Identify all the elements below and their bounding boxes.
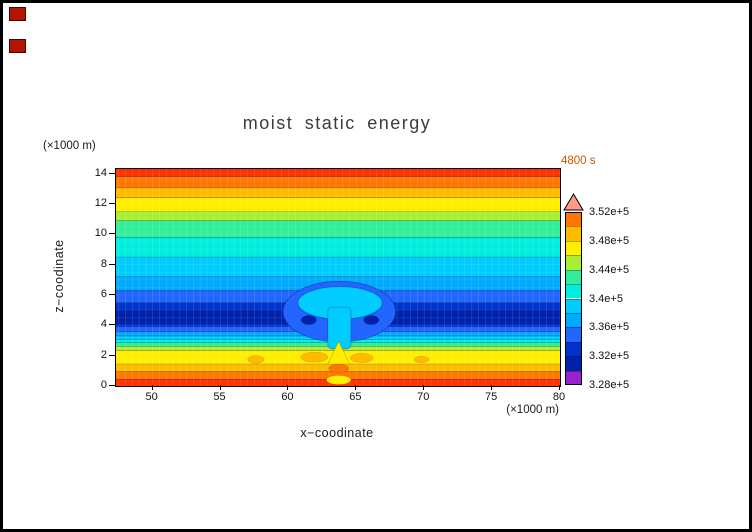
colorbar-segment — [565, 269, 582, 285]
corner-marker-bottom — [9, 39, 26, 53]
colorbar-segment — [565, 226, 582, 241]
colorbar-segment — [565, 240, 582, 256]
contour-band — [116, 169, 560, 177]
contour-band — [116, 197, 560, 212]
colorbar-segment — [565, 312, 582, 328]
colorbar-overflow-triangle — [563, 193, 584, 211]
colorbar-frame — [565, 212, 582, 385]
x-tick-label: 60 — [281, 391, 294, 403]
x-tick-label: 50 — [145, 391, 158, 403]
warm-blob — [413, 355, 430, 364]
colorbar-segment — [565, 255, 582, 270]
y-tick-mark — [109, 293, 115, 295]
x-tick-mark — [559, 385, 560, 390]
y-tick-label: 4 — [100, 318, 107, 331]
colorbar-label: 3.44e+5 — [589, 263, 630, 276]
plot-title: moist static energy — [242, 113, 432, 133]
contour-band — [116, 211, 560, 221]
x-axis-title: x−coodinate — [300, 426, 374, 440]
colorbar-segment — [565, 356, 582, 371]
y-tick-mark — [109, 354, 115, 356]
corner-marker-top — [9, 7, 26, 21]
y-tick-mark — [109, 233, 115, 235]
y-tick-mark — [109, 385, 115, 386]
warm-blob — [300, 351, 329, 363]
time-label: 4800 s — [561, 155, 596, 167]
x-tick-label: 65 — [349, 391, 362, 403]
x-tick-mark — [355, 385, 357, 390]
warm-blob — [326, 375, 352, 385]
colorbar-segment — [565, 284, 582, 299]
y-tick-label: 2 — [100, 348, 107, 361]
x-tick-label: 55 — [213, 391, 226, 403]
y-tick-label: 14 — [94, 166, 107, 179]
warm-blob — [328, 364, 350, 374]
x-tick-mark — [151, 385, 153, 390]
y-tick-mark — [109, 263, 115, 265]
contour-band — [116, 257, 560, 277]
colorbar-segment — [565, 327, 582, 342]
colorbar-label: 3.48e+5 — [589, 234, 630, 247]
contour-band — [116, 371, 560, 380]
y-tick-mark — [109, 324, 115, 326]
colorbar-label: 3.36e+5 — [589, 321, 630, 334]
y-axis-unit-label: (×1000 m) — [43, 140, 96, 152]
x-tick-mark — [287, 385, 289, 390]
colorbar-label: 3.4e+5 — [589, 292, 623, 305]
contour-band — [116, 176, 560, 188]
colorbar-label: 3.52e+5 — [589, 206, 630, 218]
y-tick-label: 10 — [94, 227, 107, 240]
y-tick-label: 8 — [100, 257, 107, 270]
y-axis-title: z−coodinate — [52, 239, 66, 313]
contour-plot-area — [115, 168, 561, 387]
contour-band — [116, 237, 560, 258]
vortex-spot — [363, 315, 380, 325]
surface-warm-spike — [327, 340, 351, 365]
contour-band — [116, 220, 560, 238]
contour-field-svg — [116, 169, 560, 386]
y-tick-label: 12 — [94, 196, 107, 209]
y-tick-mark — [109, 172, 115, 174]
warm-blob — [349, 353, 374, 363]
colorbar-label: 3.32e+5 — [589, 350, 630, 363]
colorbar-label: 3.28e+5 — [589, 379, 630, 391]
colorbar-segment — [565, 341, 582, 357]
warm-blob — [247, 355, 265, 364]
contour-band — [116, 187, 560, 198]
y-tick-label: 6 — [100, 287, 107, 300]
x-tick-mark — [219, 385, 221, 390]
y-tick-mark — [109, 202, 115, 204]
vortex-spot — [301, 315, 317, 325]
x-tick-label: 75 — [484, 391, 498, 403]
x-tick-label: 80 — [552, 391, 566, 403]
colorbar-segment — [565, 370, 582, 385]
x-tick-mark — [423, 385, 425, 390]
colorbar-segment — [565, 298, 582, 313]
x-tick-label: 70 — [417, 391, 430, 403]
y-tick-label: 0 — [100, 379, 107, 391]
x-axis-unit-label: (×1000 m) — [506, 404, 559, 416]
x-tick-mark — [491, 385, 493, 390]
